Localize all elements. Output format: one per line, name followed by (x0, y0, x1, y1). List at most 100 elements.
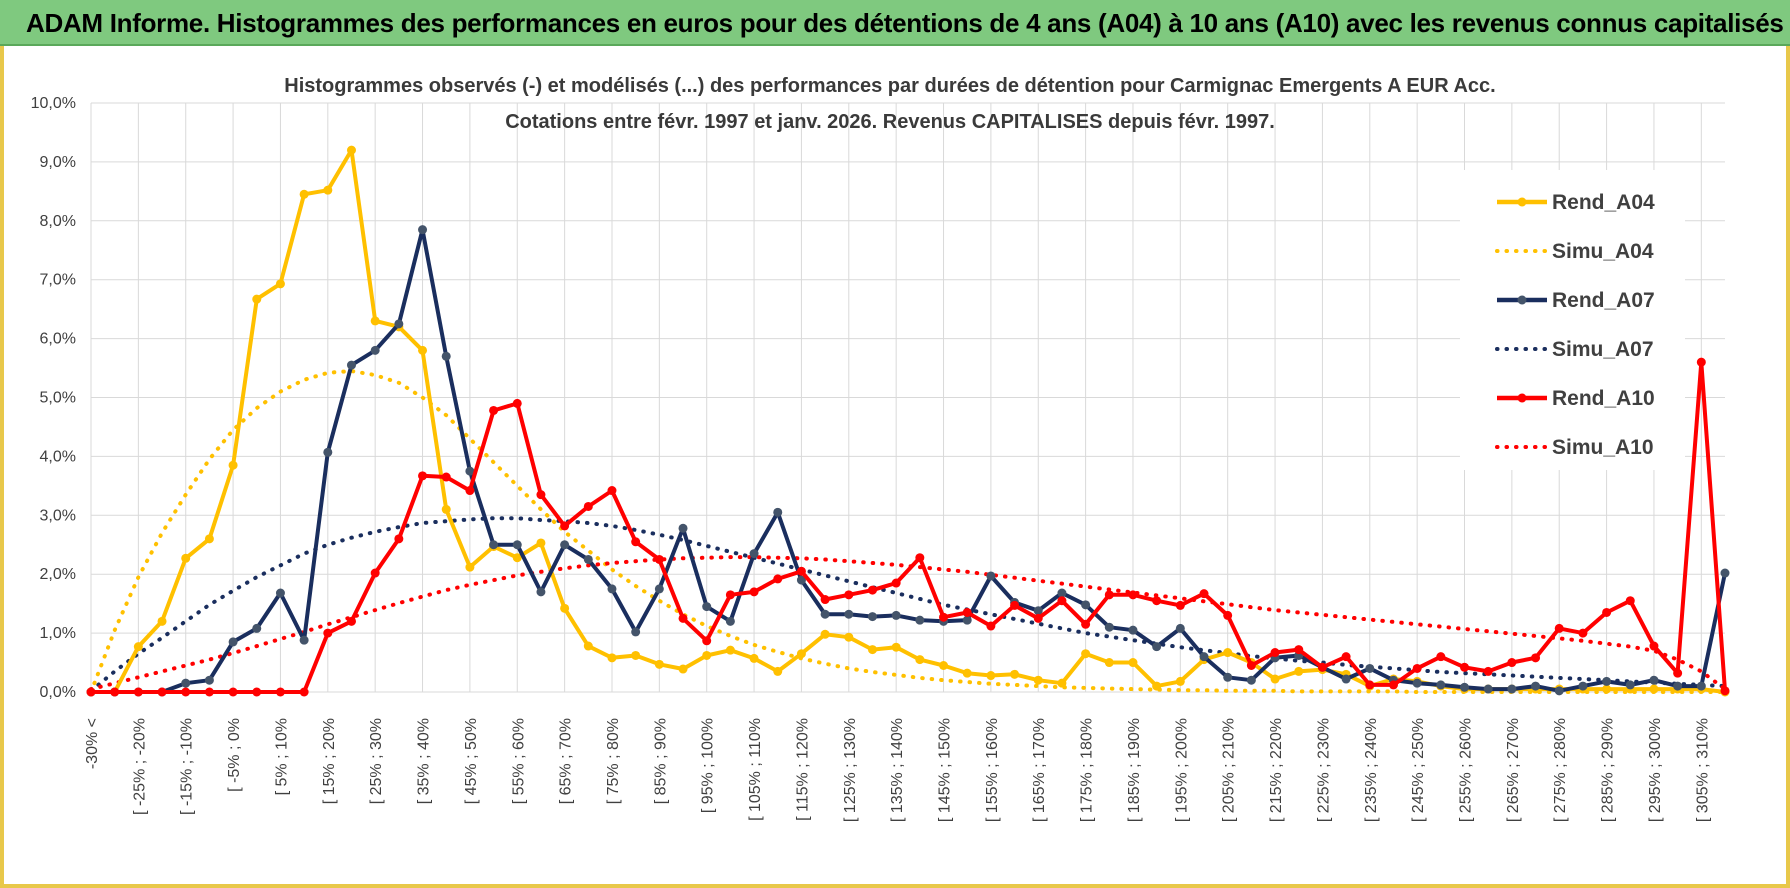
data-point-rend-a10 (1223, 610, 1233, 620)
y-tick-label: 5,0% (40, 390, 76, 407)
data-point-rend-a07 (252, 623, 262, 633)
x-tick-label: [ 235% ; 240% (1363, 718, 1380, 822)
x-tick-label: [ 265% ; 270% (1505, 718, 1522, 822)
data-point-rend-a07 (1128, 625, 1138, 635)
data-point-rend-a07 (1531, 681, 1541, 691)
data-point-rend-a07 (962, 615, 972, 625)
x-tick-label: [ 145% ; 150% (937, 718, 954, 822)
data-point-rend-a04 (1294, 666, 1304, 676)
data-point-rend-a10 (891, 578, 901, 588)
data-point-rend-a10 (939, 612, 949, 622)
data-point-rend-a07 (1649, 675, 1659, 685)
data-point-rend-a10 (1341, 652, 1351, 662)
data-point-rend-a10 (1033, 613, 1043, 623)
data-point-rend-a10 (1175, 600, 1185, 610)
x-tick-label: [ 105% ; 110% (747, 718, 764, 821)
data-point-rend-a07 (1507, 684, 1517, 694)
legend-background (1460, 170, 1685, 470)
data-point-rend-a10 (867, 585, 877, 595)
data-point-rend-a10 (820, 595, 830, 605)
x-tick-label: [ 35% ; 40% (416, 718, 433, 804)
data-point-rend-a10 (346, 616, 356, 626)
x-tick-label: [ 305% ; 310% (1694, 718, 1711, 822)
data-point-rend-a10 (583, 501, 593, 511)
data-point-rend-a04 (654, 659, 664, 669)
data-point-rend-a10 (1673, 668, 1683, 678)
legend-marker-rend-a04 (1517, 197, 1527, 207)
data-point-rend-a07 (986, 571, 996, 581)
data-point-rend-a10 (986, 621, 996, 631)
data-point-rend-a04 (702, 650, 712, 660)
y-tick-label: 7,0% (40, 272, 76, 289)
banner-title: ADAM Informe. Histogrammes des performan… (26, 8, 1784, 38)
data-point-rend-a04 (441, 504, 451, 514)
data-point-rend-a04 (796, 649, 806, 659)
x-tick-label: [ 215% ; 220% (1268, 718, 1285, 822)
data-point-rend-a10 (1199, 589, 1209, 599)
x-tick-label: [ 25% ; 30% (368, 718, 385, 804)
data-point-rend-a10 (725, 590, 735, 600)
data-point-rend-a10 (1602, 607, 1612, 617)
data-point-rend-a04 (1270, 674, 1280, 684)
legend: Rend_A04 Simu_A04 Rend_A07 Simu_A07 Rend_A10… (1495, 191, 1655, 459)
data-point-rend-a10 (275, 687, 285, 697)
data-point-rend-a10 (1081, 619, 1091, 629)
data-point-rend-a07 (1602, 676, 1612, 686)
legend-label-rend-a07: Rend_A07 (1552, 289, 1655, 312)
data-point-rend-a04 (370, 316, 380, 326)
data-point-rend-a10 (1365, 680, 1375, 690)
data-point-rend-a10 (157, 687, 167, 697)
y-tick-label: 4,0% (40, 448, 76, 465)
data-point-rend-a07 (844, 609, 854, 619)
chart-title-line-1: Histogrammes observés (-) et modélisés (… (284, 75, 1495, 97)
data-point-rend-a10 (1104, 590, 1114, 600)
banner: ADAM Informe. Histogrammes des performan… (0, 0, 1790, 46)
data-point-rend-a10 (110, 687, 120, 697)
data-point-rend-a07 (204, 675, 214, 685)
data-point-rend-a07 (323, 447, 333, 457)
data-point-rend-a10 (749, 587, 759, 597)
data-point-rend-a10 (678, 613, 688, 623)
data-point-rend-a07 (654, 584, 664, 594)
data-point-rend-a04 (1649, 684, 1659, 694)
legend-label-simu-a04: Simu_A04 (1552, 240, 1654, 263)
data-point-rend-a10 (1057, 596, 1067, 606)
data-point-rend-a07 (773, 507, 783, 517)
data-point-rend-a07 (702, 602, 712, 612)
data-point-rend-a04 (275, 279, 285, 289)
legend-marker-rend-a07 (1517, 295, 1527, 305)
data-point-rend-a04 (1010, 669, 1020, 679)
data-point-rend-a04 (986, 671, 996, 681)
data-point-rend-a10 (796, 566, 806, 576)
data-point-rend-a04 (867, 645, 877, 655)
data-point-rend-a10 (1388, 680, 1398, 690)
y-tick-label: 1,0% (40, 625, 76, 642)
data-point-rend-a10 (1246, 660, 1256, 670)
data-point-rend-a10 (228, 687, 238, 697)
x-tick-label: [ 245% ; 250% (1410, 718, 1427, 822)
data-point-rend-a07 (867, 612, 877, 622)
data-point-rend-a07 (228, 637, 238, 647)
data-point-rend-a10 (1720, 686, 1730, 696)
data-point-rend-a07 (891, 610, 901, 620)
data-point-rend-a10 (323, 628, 333, 638)
data-point-rend-a10 (1483, 666, 1493, 676)
data-point-rend-a04 (915, 655, 925, 665)
data-point-rend-a07 (1057, 588, 1067, 598)
data-point-rend-a04 (631, 650, 641, 660)
data-point-rend-a04 (252, 294, 262, 304)
chart-title-line-2: Cotations entre févr. 1997 et janv. 2026… (505, 111, 1275, 133)
y-tick-label: 8,0% (40, 213, 76, 230)
data-point-rend-a10 (465, 486, 475, 496)
data-point-rend-a10 (560, 521, 570, 531)
data-point-rend-a10 (1625, 596, 1635, 606)
data-point-rend-a04 (181, 553, 191, 563)
data-point-rend-a04 (204, 534, 214, 544)
data-point-rend-a07 (1483, 684, 1493, 694)
data-point-rend-a10 (773, 574, 783, 584)
x-tick-label: [ 205% ; 210% (1221, 718, 1238, 822)
data-point-rend-a10 (654, 554, 664, 564)
data-point-rend-a04 (1081, 649, 1091, 659)
data-point-rend-a04 (749, 653, 759, 663)
x-tick-label: [ 275% ; 280% (1552, 718, 1569, 822)
